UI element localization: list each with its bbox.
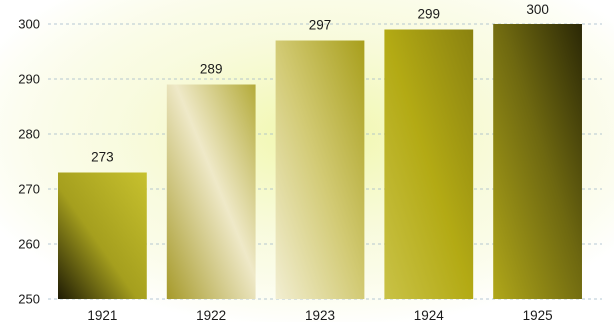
data-label: 289 [200, 62, 223, 77]
y-tick-label: 300 [18, 17, 40, 32]
y-tick-label: 250 [18, 292, 40, 307]
bar [58, 172, 147, 299]
y-tick-label: 280 [18, 127, 40, 142]
bar [275, 40, 365, 299]
y-tick-label: 290 [18, 72, 40, 87]
bar [384, 29, 474, 299]
data-label: 273 [91, 150, 114, 165]
x-axis-labels: 1921 1922 1923 1924 1925 [87, 308, 552, 322]
x-tick-label: 1924 [414, 308, 445, 322]
bar [493, 24, 582, 299]
x-tick-label: 1922 [196, 308, 226, 322]
x-tick-label: 1921 [87, 308, 117, 322]
x-tick-label: 1923 [305, 308, 335, 322]
data-label: 299 [418, 7, 441, 22]
y-axis-ticks: 250 260 270 280 290 300 [18, 17, 40, 307]
bars [58, 24, 582, 299]
y-tick-label: 260 [18, 237, 40, 252]
data-labels: 273 289 297 299 300 [91, 2, 549, 165]
data-label: 300 [526, 2, 549, 17]
bar [166, 84, 256, 299]
x-tick-label: 1925 [523, 308, 553, 322]
y-tick-label: 270 [18, 182, 40, 197]
data-label: 297 [309, 18, 332, 33]
